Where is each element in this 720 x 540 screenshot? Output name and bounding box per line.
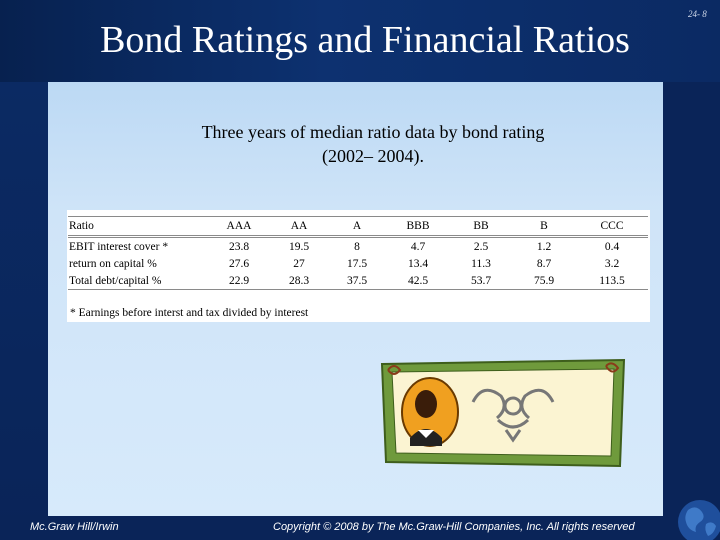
row-label: EBIT interest cover * [69,240,169,253]
table-cell: 22.9 [208,272,270,290]
corner-ornament-icon [387,362,620,375]
header-aa: AA [270,216,328,238]
table-cell: 27 [293,257,305,270]
table-cell: 8 [354,240,360,253]
table-cell: 3.2 [604,257,620,270]
ratio-table: Ratio AAA AA A BBB BB B CCC EBIT interes… [68,216,648,290]
table-cell: 28.3 [270,272,328,290]
certificate-illustration [380,358,626,468]
table-footnote: * Earnings before interst and tax divide… [70,307,309,319]
row-label: return on capital % [69,257,157,270]
table-cell: 17.5 [346,257,368,270]
right-frame [663,82,720,540]
header-ccc: CCC [576,216,648,238]
header-aaa: AAA [208,216,270,238]
table-cell: 8.7 [536,257,552,270]
footer-publisher: Mc.Graw Hill/Irwin [30,521,119,533]
table-cell: 19.5 [288,240,310,253]
header-a: A [328,216,386,238]
table-cell: 0.4 [604,240,620,253]
table-row: Total debt/capital % 22.9 28.3 37.5 42.5… [68,272,648,290]
subtitle-line-2: (2002– 2004). [322,146,424,166]
table-cell: 2.5 [473,240,489,253]
content-area: Three years of median ratio data by bond… [48,82,663,516]
footer-copyright: Copyright © 2008 by The Mc.Graw-Hill Com… [273,521,635,533]
table-row: EBIT interest cover * 23.8 19.5 8 4.7 2.… [68,237,648,256]
table-cell: 113.5 [576,272,648,290]
table-cell: 11.3 [471,257,491,270]
header-bbb: BBB [386,216,450,238]
portrait-icon [401,377,459,447]
slide-title: Bond Ratings and Financial Ratios [100,19,630,61]
table-header-row: Ratio AAA AA A BBB BB B CCC [68,216,648,238]
row-label: Total debt/capital % [68,272,208,290]
table-cell: 42.5 [386,272,450,290]
eagle-seal-icon [471,388,555,443]
title-band [0,0,720,82]
table-cell: 13.4 [407,257,429,270]
left-frame [0,82,48,540]
table-cell: 4.7 [410,240,426,253]
footer-band [0,516,720,540]
table-cell: 37.5 [328,272,386,290]
header-b: B [512,216,576,238]
table-cell: 53.7 [450,272,512,290]
table-cell: 27.6 [228,257,250,270]
header-ratio: Ratio [68,216,208,238]
subtitle-line-1: Three years of median ratio data by bond… [201,122,545,142]
slide-subtitle: Three years of median ratio data by bond… [108,120,638,168]
table-cell: 23.8 [228,240,250,253]
table-row: return on capital % 27.6 27 17.5 13.4 11… [68,255,648,272]
ratio-table-panel: Ratio AAA AA A BBB BB B CCC EBIT interes… [67,210,650,322]
slide-number: 24- 8 [688,9,707,19]
table-cell: 75.9 [512,272,576,290]
header-bb: BB [450,216,512,238]
table-cell: 1.2 [536,240,552,253]
globe-icon [678,500,720,540]
